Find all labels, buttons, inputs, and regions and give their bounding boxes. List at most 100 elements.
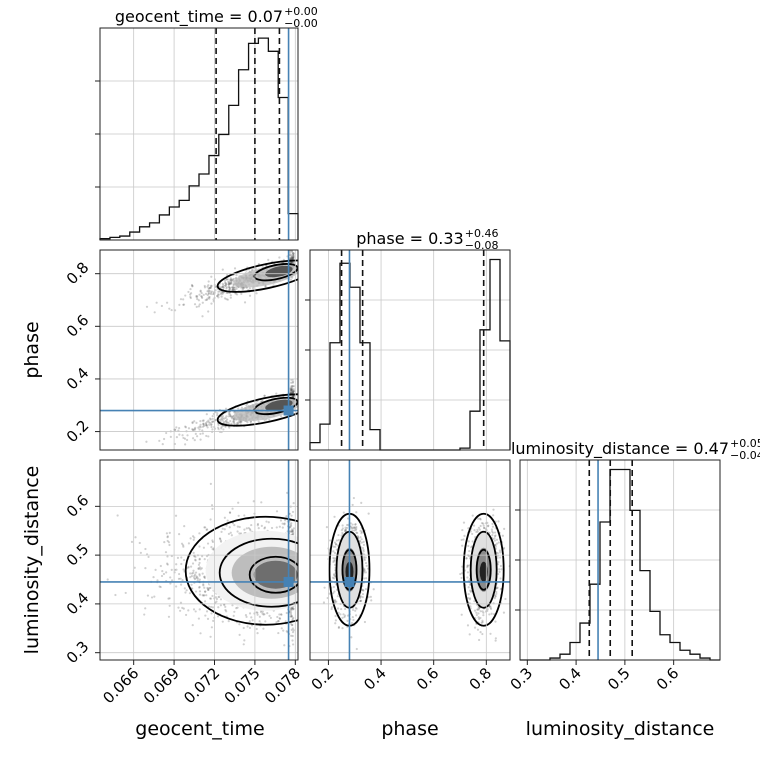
sample-point bbox=[191, 587, 194, 590]
sample-point bbox=[278, 617, 282, 620]
sample-point bbox=[496, 586, 499, 589]
sample-point bbox=[341, 524, 344, 527]
sample-point bbox=[194, 590, 198, 593]
sample-point bbox=[189, 293, 192, 296]
sample-point bbox=[275, 620, 278, 624]
sample-point bbox=[482, 524, 485, 527]
sample-point bbox=[198, 545, 201, 548]
sample-point bbox=[494, 620, 497, 623]
sample-point bbox=[261, 610, 264, 613]
sample-point bbox=[174, 428, 177, 432]
sample-point bbox=[196, 579, 199, 582]
sample-point bbox=[216, 294, 219, 298]
sample-point bbox=[233, 524, 236, 527]
sample-point bbox=[196, 435, 199, 438]
sample-point bbox=[205, 424, 208, 427]
sample-point bbox=[233, 610, 236, 613]
contour-outer bbox=[184, 515, 298, 626]
sample-point bbox=[291, 251, 294, 255]
sample-point bbox=[243, 301, 247, 304]
sample-point bbox=[292, 256, 295, 259]
sample-point bbox=[194, 426, 197, 429]
sample-point bbox=[290, 385, 293, 388]
sample-point bbox=[220, 530, 223, 533]
sample-point bbox=[501, 534, 504, 537]
sample-point bbox=[198, 573, 201, 576]
sample-point bbox=[178, 533, 181, 536]
sample-point bbox=[194, 559, 197, 562]
sample-point bbox=[239, 421, 242, 424]
sample-point bbox=[465, 557, 468, 560]
sample-point bbox=[479, 631, 482, 634]
sample-point bbox=[217, 428, 220, 431]
sample-point bbox=[290, 387, 294, 390]
sample-point bbox=[292, 502, 295, 505]
sample-point bbox=[463, 534, 466, 538]
sample-point bbox=[216, 294, 219, 298]
sample-point bbox=[162, 572, 166, 576]
sample-point bbox=[191, 572, 194, 575]
sample-point bbox=[195, 296, 198, 299]
sample-point bbox=[488, 531, 491, 535]
sample-point bbox=[359, 536, 362, 539]
sample-point bbox=[494, 544, 497, 547]
sample-point bbox=[493, 531, 497, 534]
sample-point bbox=[332, 592, 335, 595]
sample-point bbox=[209, 418, 212, 421]
sample-point bbox=[289, 387, 292, 391]
sample-point bbox=[211, 420, 214, 423]
sample-point bbox=[289, 257, 292, 260]
sample-point bbox=[229, 415, 233, 418]
sample-point bbox=[475, 613, 478, 617]
sample-point bbox=[494, 534, 497, 537]
sample-point bbox=[207, 292, 210, 295]
sample-point bbox=[491, 534, 494, 537]
sample-point bbox=[227, 286, 231, 289]
sample-point bbox=[476, 530, 479, 533]
sample-point bbox=[225, 278, 228, 281]
sample-point bbox=[468, 633, 471, 636]
sample-point bbox=[235, 287, 238, 290]
sample-point bbox=[290, 514, 293, 517]
sample-point bbox=[189, 575, 192, 579]
sample-point bbox=[325, 526, 329, 529]
sample-point bbox=[198, 590, 202, 593]
sample-point bbox=[198, 561, 201, 565]
sample-point bbox=[466, 564, 469, 567]
sample-point bbox=[248, 528, 252, 531]
sample-point bbox=[481, 620, 484, 624]
sample-point bbox=[175, 585, 178, 588]
sample-point bbox=[243, 528, 246, 531]
sample-point bbox=[224, 284, 227, 287]
sample-point bbox=[355, 647, 358, 651]
sample-point bbox=[262, 627, 265, 630]
sample-point bbox=[334, 619, 337, 622]
sample-point bbox=[361, 546, 365, 550]
sample-point bbox=[207, 280, 210, 283]
sample-point bbox=[471, 532, 474, 536]
sample-point bbox=[184, 294, 187, 297]
sample-point bbox=[175, 563, 178, 566]
sample-point bbox=[206, 586, 209, 590]
sample-point bbox=[227, 620, 230, 623]
sample-point bbox=[256, 613, 259, 616]
sample-point bbox=[473, 529, 476, 532]
sample-point bbox=[186, 434, 189, 437]
sample-point bbox=[232, 284, 235, 287]
sample-point bbox=[255, 611, 258, 614]
sample-point bbox=[279, 415, 283, 418]
sample-point bbox=[227, 415, 230, 418]
sample-point bbox=[267, 258, 270, 261]
sample-point bbox=[221, 282, 224, 285]
sample-point bbox=[290, 388, 293, 391]
sample-point bbox=[245, 404, 248, 407]
sample-point bbox=[467, 527, 470, 530]
sample-point bbox=[229, 294, 232, 297]
sample-point bbox=[289, 523, 292, 526]
sample-point bbox=[468, 583, 472, 586]
sample-point bbox=[281, 522, 284, 525]
sample-point bbox=[184, 613, 188, 617]
sample-point bbox=[205, 424, 208, 427]
sample-point bbox=[265, 520, 268, 523]
sample-point bbox=[225, 283, 228, 286]
